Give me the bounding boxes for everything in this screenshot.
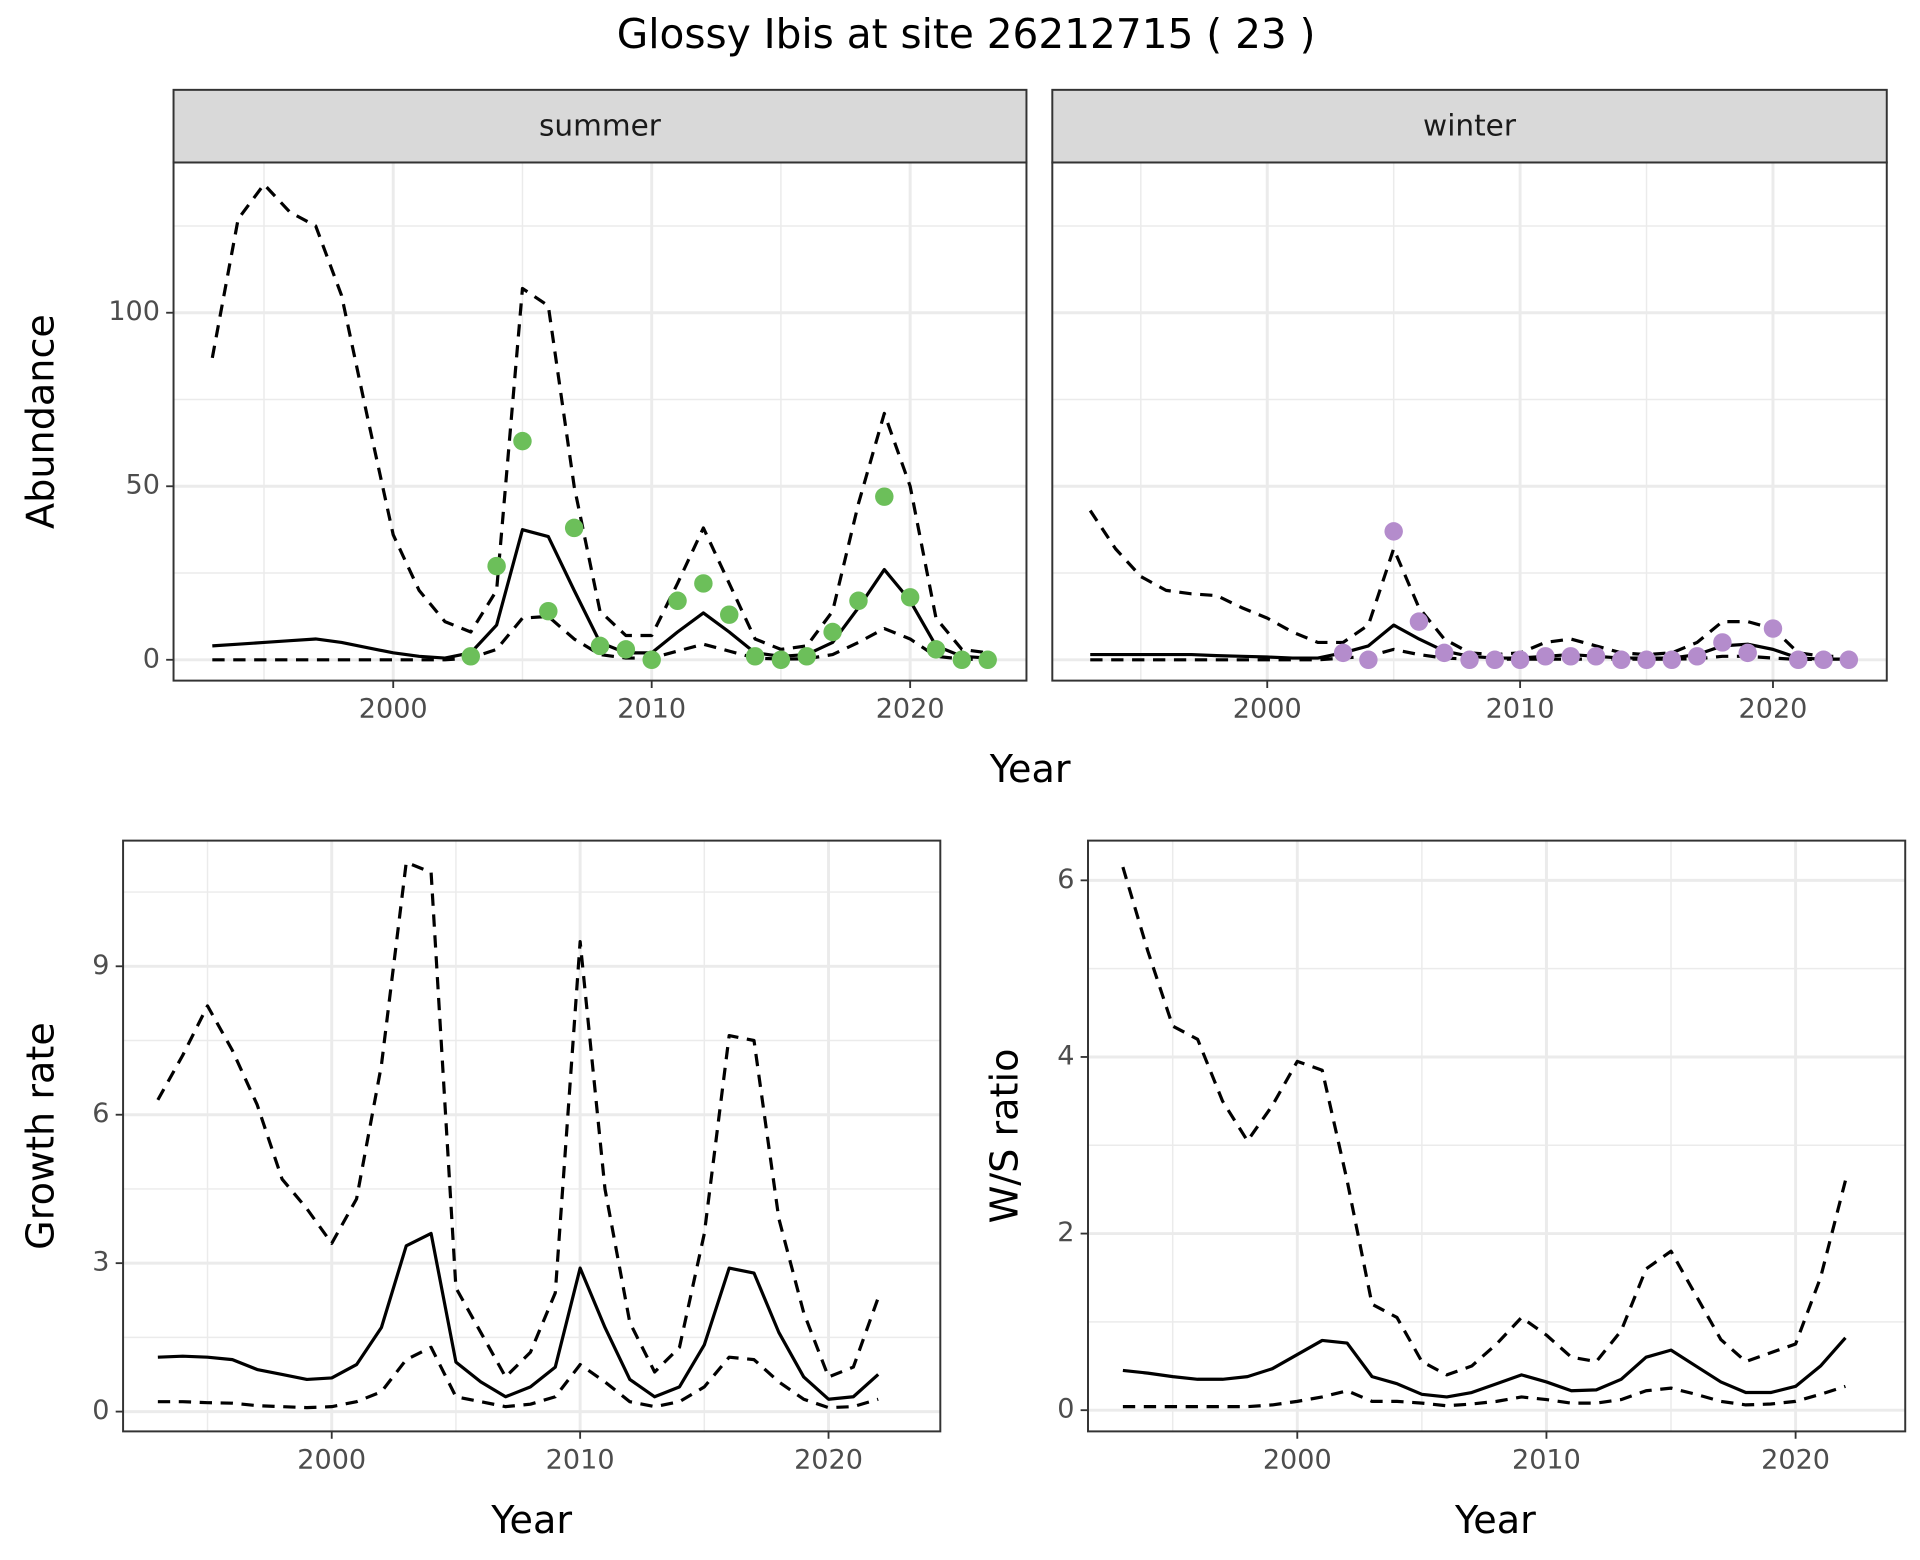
data-point: [1359, 650, 1378, 670]
interval-line: [156, 860, 880, 1379]
data-point: [461, 647, 480, 666]
data-point: [1510, 650, 1530, 670]
facet-label: winter: [1423, 108, 1517, 142]
data-point: [1561, 647, 1580, 666]
x-tick-label: 2010: [1486, 694, 1555, 725]
panel-background: [173, 162, 1027, 681]
data-point: [1738, 643, 1757, 663]
y-tick-label: 2: [1057, 1217, 1074, 1248]
x-tick-label: 2000: [297, 1444, 366, 1475]
x-tick-label: 2000: [1263, 1444, 1332, 1475]
mean-line: [157, 1231, 880, 1401]
data-point: [513, 431, 532, 451]
data-point: [1839, 650, 1859, 670]
data-point: [797, 647, 816, 666]
data-point: [1435, 643, 1454, 663]
panel-background: [1088, 840, 1906, 1432]
figure-title: Glossy Ibis at site 26212715 ( 23 ): [617, 10, 1316, 58]
data-point: [616, 640, 636, 659]
y-axis-title: Abundance: [19, 314, 63, 529]
facet-label: summer: [539, 108, 662, 142]
data-point: [823, 622, 842, 642]
data-point: [590, 636, 610, 656]
y-tick-label: 6: [92, 1098, 109, 1129]
data-point: [539, 601, 558, 621]
data-point: [1485, 650, 1505, 670]
x-tick-label: 2020: [876, 694, 945, 725]
y-tick-label: 100: [108, 296, 160, 327]
interval-line: [212, 614, 988, 662]
x-tick-label: 2010: [617, 694, 686, 725]
data-point: [745, 647, 765, 666]
data-point: [1612, 650, 1631, 670]
x-tick-label: 2000: [359, 694, 428, 725]
y-tick-label: 6: [1057, 864, 1074, 895]
data-point: [1637, 650, 1656, 670]
data-point: [1536, 647, 1555, 666]
facet-strip: [172, 88, 1028, 164]
x-tick-label: 2010: [1512, 1444, 1581, 1475]
data-point: [1789, 650, 1808, 670]
y-axis-title: W/S ratio: [982, 1049, 1026, 1224]
data-point: [771, 650, 791, 670]
data-point: [1586, 647, 1606, 666]
data-point: [1687, 647, 1707, 666]
data-point: [978, 650, 997, 670]
data-point: [1333, 643, 1353, 663]
data-point: [694, 574, 713, 593]
y-tick-label: 50: [126, 470, 160, 501]
panel-border: [1087, 839, 1907, 1433]
y-tick-label: 0: [1057, 1394, 1074, 1425]
y-tick-label: 9: [92, 950, 109, 981]
data-point: [952, 650, 972, 670]
data-point: [720, 605, 739, 624]
data-point: [875, 487, 894, 506]
x-axis-title: Year: [1454, 1498, 1536, 1542]
x-tick-label: 2010: [546, 1444, 615, 1475]
x-tick-label: 2000: [1233, 694, 1302, 725]
x-axis-title: Year: [490, 1498, 572, 1542]
x-tick-label: 2020: [1761, 1444, 1830, 1475]
data-point: [900, 588, 920, 607]
data-point: [642, 650, 661, 670]
data-point: [1662, 650, 1682, 670]
data-point: [1814, 650, 1833, 670]
x-tick-label: 2020: [794, 1444, 863, 1475]
data-point: [1384, 522, 1403, 541]
interval-line: [1122, 1384, 1846, 1409]
y-axis-title: Growth rate: [19, 1022, 63, 1250]
data-point: [926, 640, 946, 659]
data-point: [1763, 619, 1783, 638]
panel-background: [1052, 162, 1887, 681]
data-point: [668, 591, 687, 611]
panel-background: [123, 840, 941, 1432]
data-point: [487, 556, 506, 576]
data-point: [1713, 633, 1732, 652]
facet-strip: [1051, 88, 1888, 164]
y-tick-label: 0: [143, 643, 160, 674]
x-tick-label: 2020: [1739, 694, 1808, 725]
data-point: [1409, 612, 1429, 631]
data-point: [849, 591, 868, 611]
y-tick-label: 3: [92, 1247, 109, 1278]
y-tick-label: 4: [1057, 1040, 1074, 1071]
interval-line: [210, 182, 988, 655]
x-axis-title: Year: [989, 747, 1071, 791]
y-tick-label: 0: [92, 1395, 109, 1426]
mean-line: [1122, 1336, 1847, 1399]
data-point: [564, 518, 584, 538]
interval-line: [1121, 866, 1847, 1377]
data-point: [1460, 650, 1479, 670]
panel-border: [122, 839, 942, 1433]
